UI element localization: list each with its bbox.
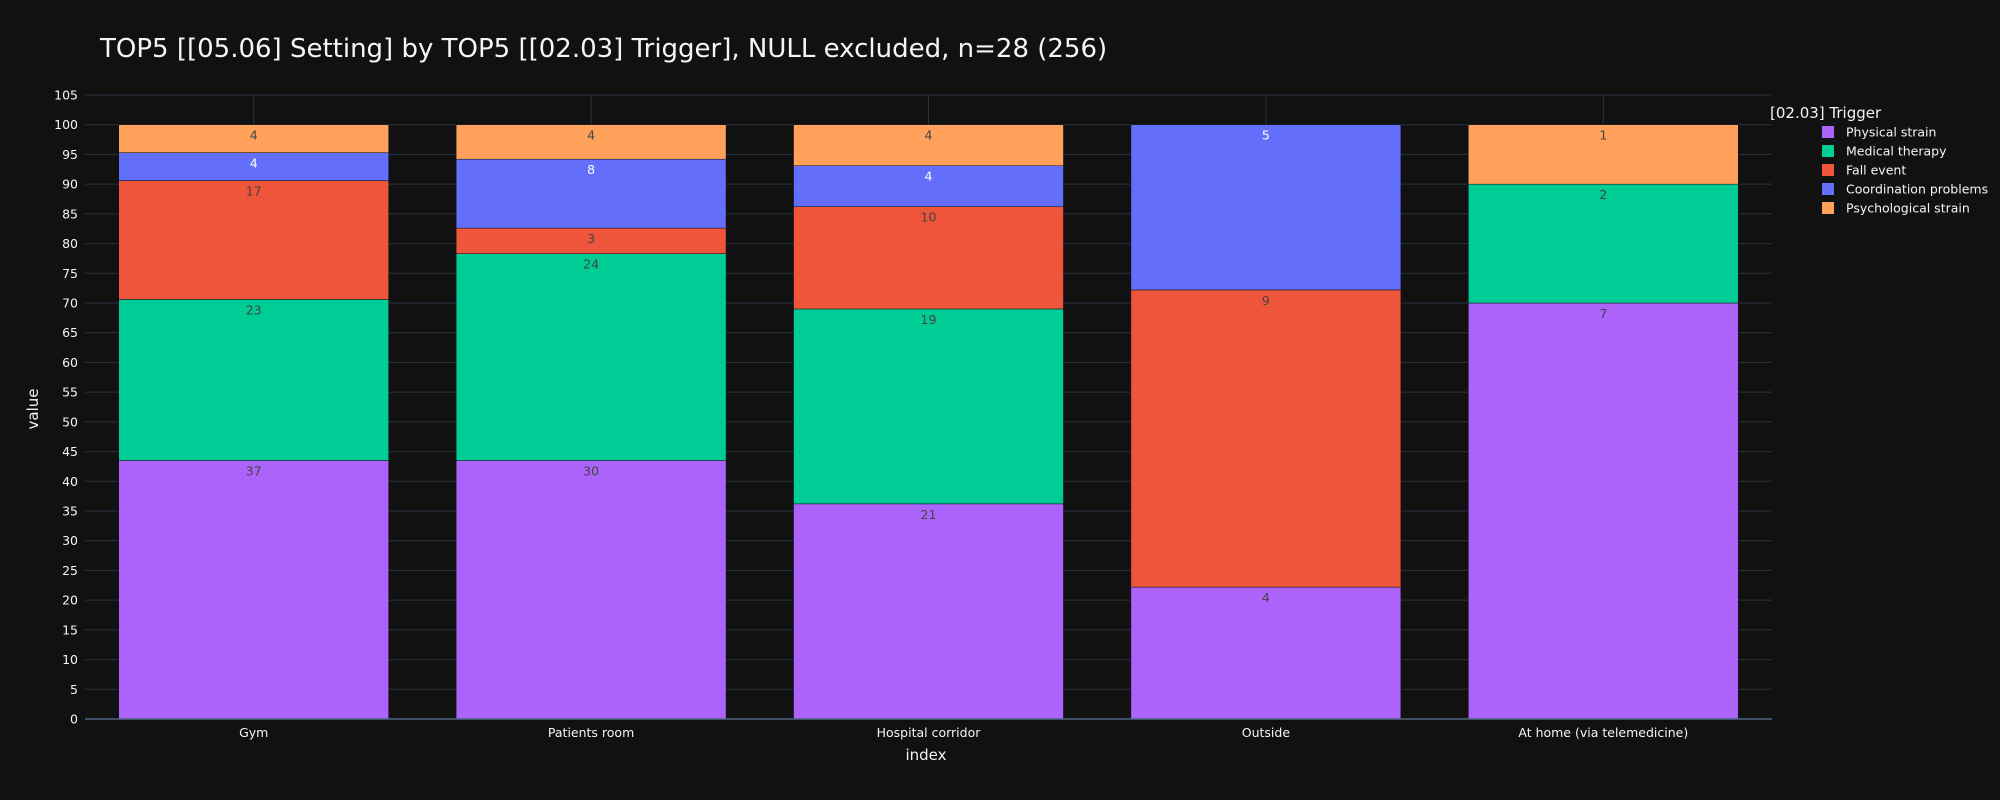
y-tick-label: 65: [62, 325, 78, 340]
y-tick-label: 85: [62, 206, 78, 221]
bar-value-label: 5: [1262, 128, 1270, 143]
bar-value-label: 19: [921, 312, 937, 327]
bar-segment: [118, 299, 389, 461]
bar-segment: [1468, 183, 1739, 304]
legend-swatch: [1822, 202, 1834, 214]
bar-segment: [1130, 289, 1402, 588]
axes: 0510152025303540455055606570758085909510…: [54, 88, 1772, 740]
bar-segment: [793, 124, 1064, 166]
x-axis-title: index: [905, 746, 946, 764]
y-tick-label: 80: [62, 236, 78, 251]
y-tick-label: 25: [62, 563, 78, 578]
x-tick-label: Outside: [1242, 725, 1291, 740]
bar-segment: [793, 308, 1064, 505]
y-tick-label: 50: [62, 414, 78, 429]
y-tick-label: 100: [54, 117, 78, 132]
y-tick-label: 55: [62, 385, 78, 400]
bar-segment: [1468, 302, 1739, 720]
y-tick-label: 60: [62, 355, 78, 370]
y-tick-label: 5: [70, 682, 78, 697]
bar-value-label: 10: [921, 210, 937, 225]
x-tick-label: Gym: [239, 725, 268, 740]
bar-value-label: 37: [246, 463, 262, 478]
legend-swatch: [1822, 126, 1834, 138]
legend-title: [02.03] Trigger: [1770, 104, 1882, 122]
bar-segment: [455, 460, 727, 720]
bar-segment: [793, 165, 1064, 207]
y-tick-label: 40: [62, 474, 78, 489]
bar-segment: [118, 124, 389, 153]
bar-segment: [1130, 124, 1402, 291]
bar-value-label: 4: [925, 169, 933, 184]
y-tick-label: 15: [62, 622, 78, 637]
bar-value-label: 30: [583, 463, 599, 478]
legend-label: Medical therapy: [1846, 144, 1947, 159]
x-tick-label: Hospital corridor: [877, 725, 982, 740]
bar-value-label: 7: [1599, 306, 1607, 321]
bar-segment: [118, 460, 389, 720]
bar-value-label: 3: [587, 231, 595, 246]
legend-swatch: [1822, 145, 1834, 157]
bar-segment: [793, 206, 1064, 310]
bar-value-label: 4: [925, 128, 933, 143]
bar-segment: [793, 503, 1064, 720]
y-tick-label: 105: [54, 88, 78, 103]
bar-segment: [118, 180, 389, 300]
y-tick-label: 10: [62, 652, 78, 667]
x-tick-label: Patients room: [548, 725, 634, 740]
y-axis-title: value: [24, 389, 42, 430]
bar-segment: [455, 253, 727, 461]
bar-value-label: 9: [1262, 293, 1270, 308]
legend-label: Fall event: [1846, 163, 1906, 178]
y-tick-label: 70: [62, 296, 78, 311]
legend-label: Psychological strain: [1846, 201, 1970, 216]
legend-label: Coordination problems: [1846, 182, 1988, 197]
legend: [02.03] Trigger Physical strain Medical t…: [1770, 104, 1988, 216]
x-tick-label: At home (via telemedicine): [1518, 725, 1688, 740]
bar-value-label: 21: [921, 507, 937, 522]
bars: [118, 124, 1739, 720]
bar-segment: [455, 158, 727, 229]
bar-segment: [118, 152, 389, 181]
y-tick-label: 20: [62, 593, 78, 608]
bar-value-label: 17: [246, 184, 262, 199]
legend-label: Physical strain: [1846, 125, 1936, 140]
y-tick-label: 45: [62, 444, 78, 459]
bar-segment: [455, 227, 727, 254]
bar-segment: [1468, 124, 1739, 185]
legend-swatch: [1822, 164, 1834, 176]
bar-value-label: 4: [587, 128, 595, 143]
y-tick-label: 75: [62, 266, 78, 281]
bar-value-label: 4: [1262, 590, 1270, 605]
y-tick-label: 95: [62, 147, 78, 162]
legend-swatch: [1822, 183, 1834, 195]
bar-value-label: 23: [246, 302, 262, 317]
bar-value-label: 1: [1599, 128, 1607, 143]
bar-segment: [1130, 586, 1402, 720]
bar-value-label: 4: [250, 128, 258, 143]
y-tick-label: 30: [62, 533, 78, 548]
y-tick-label: 0: [70, 712, 78, 727]
bar-value-label: 24: [583, 257, 599, 272]
chart-title: TOP5 [[05.06] Setting] by TOP5 [[02.03] …: [99, 34, 1107, 64]
y-tick-label: 90: [62, 177, 78, 192]
bar-segment: [455, 124, 727, 160]
y-tick-label: 35: [62, 504, 78, 519]
bar-value-label: 2: [1599, 187, 1607, 202]
bar-value-label: 4: [250, 156, 258, 171]
bar-value-label: 8: [587, 162, 595, 177]
